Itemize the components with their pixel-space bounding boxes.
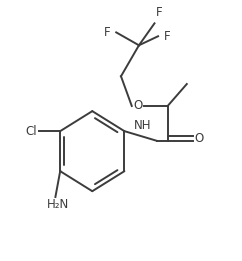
Text: O: O [133,99,142,112]
Text: Cl: Cl [26,125,38,138]
Text: O: O [194,132,203,145]
Text: F: F [164,30,171,43]
Text: H₂N: H₂N [47,198,69,211]
Text: NH: NH [134,119,152,132]
Text: F: F [156,7,163,20]
Text: F: F [104,26,110,39]
